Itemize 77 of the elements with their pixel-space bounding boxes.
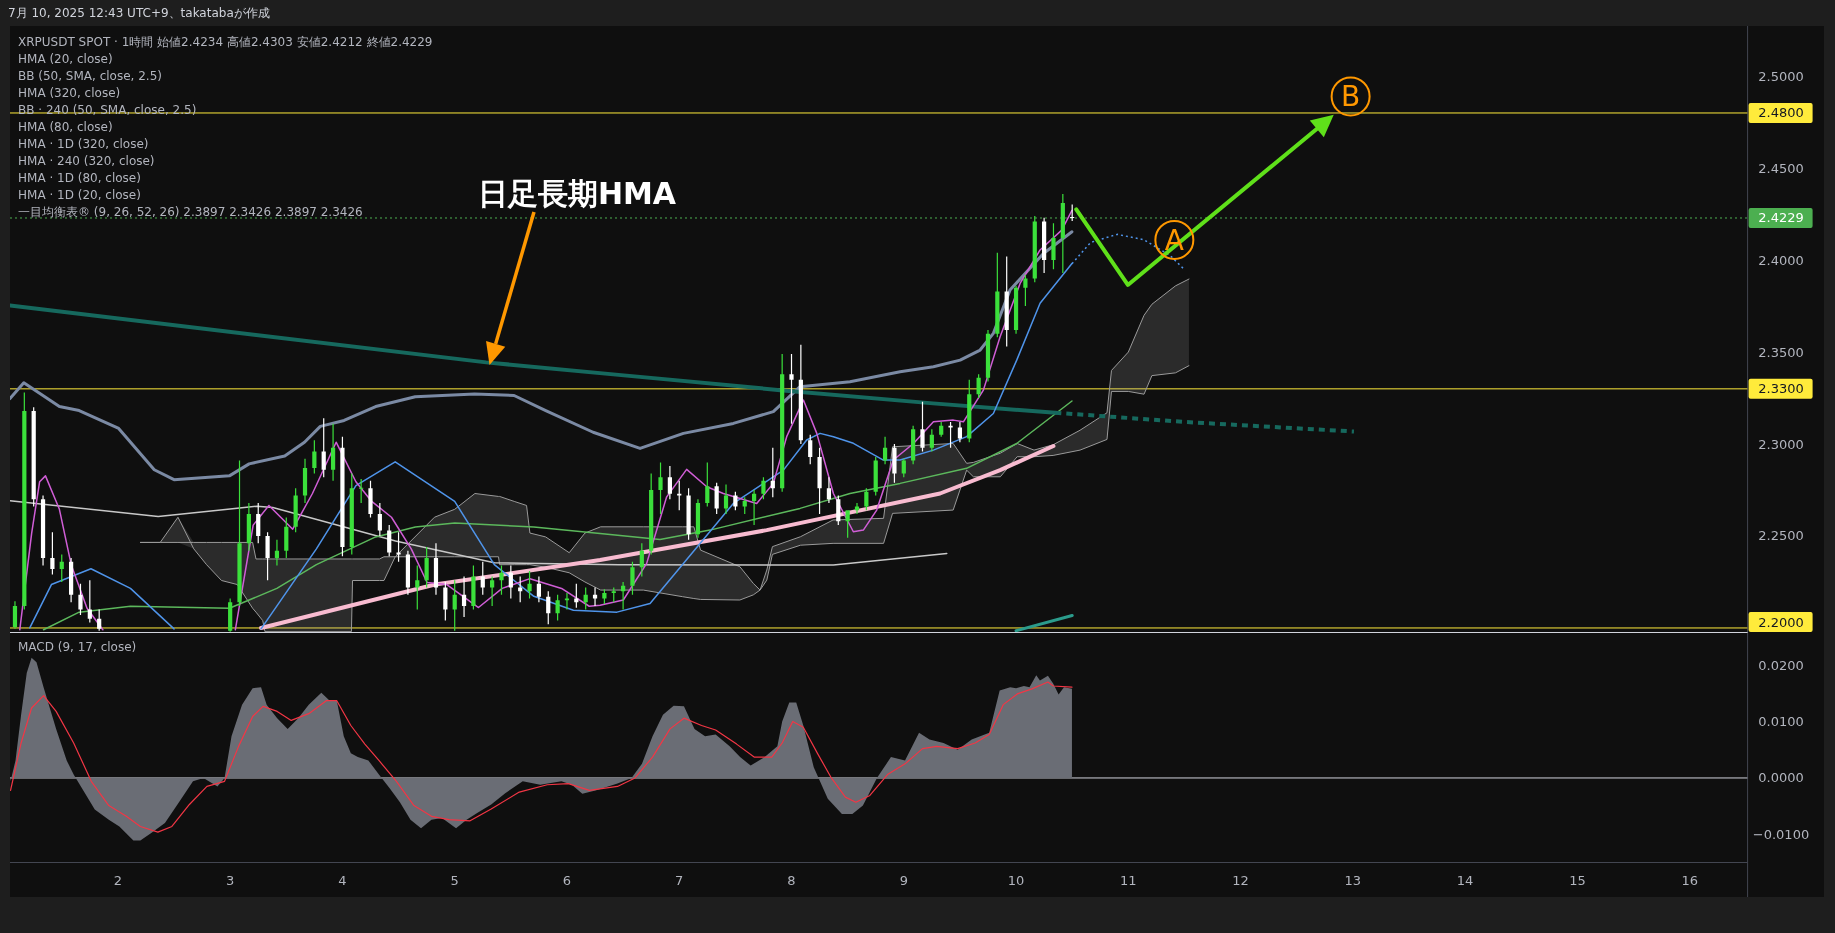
y-tick-label: 2.3500: [1758, 344, 1804, 360]
candlestick: [920, 401, 925, 452]
candlestick: [1051, 223, 1056, 270]
candlestick: [564, 593, 570, 610]
x-tick-label: 15: [1569, 873, 1586, 888]
y-tick-label: 2.5000: [1758, 68, 1804, 84]
ref-line-label: 2.2000: [1758, 614, 1804, 630]
candlestick: [536, 576, 542, 603]
x-tick-label: 5: [450, 873, 459, 888]
x-tick-label: 2: [113, 873, 123, 888]
annotation: HMA · 1D (320, close): [18, 137, 149, 151]
annotation: BB (50, SMA, close, 2.5): [18, 69, 162, 83]
x-tick-label: 9: [899, 873, 908, 888]
candlestick: [882, 436, 888, 465]
candlestick: [592, 587, 598, 606]
candlestick: [274, 539, 280, 566]
line-series: [259, 444, 1056, 630]
annotation: MACD (9, 17, close): [18, 640, 137, 654]
annotation: HMA (320, close): [18, 86, 121, 100]
annotation: HMA (20, close): [18, 52, 113, 66]
annotation: 日足長期HMA: [477, 176, 677, 211]
candlestick: [265, 532, 270, 581]
candlestick: [854, 502, 860, 514]
line-series: [29, 567, 175, 630]
y-tick-label: 0.0000: [1758, 770, 1804, 786]
x-tick-label: 8: [787, 873, 796, 888]
candlestick: [723, 484, 729, 514]
y-tick-label: 2.3000: [1758, 436, 1804, 452]
x-tick-label: 7: [675, 873, 684, 888]
candlestick: [686, 488, 691, 540]
y-tick-label: 2.2500: [1758, 528, 1804, 544]
candlestick: [817, 447, 822, 514]
y-tick-label: 2.4000: [1758, 252, 1804, 268]
candlestick: [751, 490, 757, 525]
x-tick-label: 10: [1007, 873, 1025, 888]
line-series: [19, 475, 104, 631]
x-tick-label: 6: [562, 873, 572, 888]
y-tick-label: 0.0200: [1758, 657, 1804, 673]
annotation: HMA · 1D (20, close): [18, 188, 141, 202]
x-tick-label: 16: [1681, 873, 1698, 888]
ref-line-label: 2.4800: [1758, 105, 1804, 121]
candlestick: [340, 436, 345, 557]
candlestick: [761, 477, 766, 500]
candlestick: [237, 460, 242, 606]
ref-line-label: 2.3300: [1758, 381, 1804, 397]
x-tick-label: 14: [1456, 873, 1474, 888]
annotation: HMA · 240 (320, close): [18, 154, 155, 168]
candlestick: [630, 561, 635, 595]
annotation: HMA (80, close): [18, 120, 113, 134]
y-tick-label: 0.0100: [1758, 714, 1804, 730]
candlestick: [50, 532, 55, 575]
x-tick-label: 11: [1120, 873, 1137, 888]
candlestick: [826, 477, 832, 503]
x-tick-label: 3: [226, 873, 235, 888]
line-series: [10, 499, 948, 566]
text: 7月 10, 2025 12:43 UTC+9、takatabaが作成: [8, 6, 270, 20]
x-tick-label: 4: [338, 873, 347, 888]
y-tick-label: −0.0100: [1752, 826, 1810, 842]
annotation: XRPUSDT SPOT · 1時間 始値2.4234 高値2.4303 安値2.4212 終値2.4229: [18, 35, 433, 49]
y-tick-label: 2.4500: [1758, 160, 1804, 176]
candlestick: [368, 480, 373, 518]
x-tick-label: 12: [1232, 873, 1249, 888]
candlestick: [658, 462, 663, 514]
candlestick: [957, 421, 963, 443]
ref-line-label: 2.4229: [1758, 210, 1804, 226]
candlestick: [461, 576, 467, 617]
annotation: B: [1341, 80, 1361, 114]
annotation: 一目均衡表® (9, 26, 52, 26) 2.3897 2.3426 2.3897 2.3426: [18, 205, 363, 219]
candlestick: [330, 423, 336, 481]
line-series: [42, 400, 1073, 631]
line-series: [10, 681, 1073, 833]
candlestick: [892, 444, 897, 483]
annotation: HMA · 1D (80, close): [18, 171, 141, 185]
candlestick: [471, 565, 476, 610]
candlestick: [78, 583, 83, 616]
x-tick-label: 13: [1344, 873, 1362, 888]
line-series: [10, 230, 1074, 482]
